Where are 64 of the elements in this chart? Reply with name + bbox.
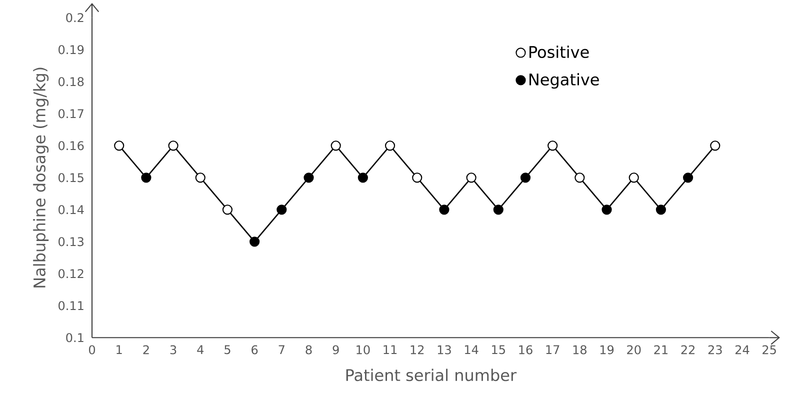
x-tick-label: 13 [438, 345, 451, 354]
point [358, 172, 368, 183]
x-tick-label: 9 [332, 345, 339, 354]
point [710, 140, 720, 151]
point [412, 172, 422, 183]
x-tick-label: 1 [116, 345, 122, 354]
y-tick-label: 0.13 [58, 237, 84, 246]
point [114, 140, 124, 151]
x-tick-label: 16 [519, 345, 532, 354]
y-tick-label: 0.1 [66, 333, 84, 342]
x-tick-label: 18 [573, 345, 586, 354]
y-tick-label: 0.14 [58, 205, 84, 214]
point [439, 204, 450, 215]
x-tick-label: 14 [464, 345, 478, 354]
x-tick-label: 4 [197, 345, 204, 354]
legend-label: Positive [530, 46, 589, 58]
y-tick-label: 0.19 [58, 45, 84, 54]
y-tick-label: 0.18 [58, 77, 84, 86]
x-tick-label: 20 [627, 345, 641, 354]
y-axis-title: Nalbuphine dosage (mg/kg) [33, 68, 49, 288]
point [602, 204, 612, 215]
point [141, 172, 152, 183]
x-tick-label: 23 [708, 345, 722, 354]
x-tick-label: 19 [600, 345, 614, 354]
x-tick-label: 6 [252, 345, 258, 354]
point [574, 172, 585, 183]
x-axis-title: Patient serial number [346, 368, 517, 382]
x-tick-label: 25 [762, 345, 776, 354]
point [222, 204, 233, 215]
point [682, 172, 694, 183]
x-tick-label: 15 [492, 345, 505, 354]
point [548, 140, 558, 151]
x-tick-label: 12 [410, 345, 424, 354]
y-tick-label: 0.16 [58, 141, 84, 150]
x-tick-label: 17 [546, 345, 560, 354]
y-tick-label: 0.15 [58, 173, 84, 182]
point [330, 140, 341, 151]
point [276, 204, 287, 215]
x-tick-label: 10 [356, 345, 370, 354]
point [493, 204, 504, 215]
y-tick-label: 0.11 [58, 301, 84, 310]
x-tick-label: 22 [681, 345, 694, 354]
x-tick-label: 5 [224, 345, 230, 354]
x-tick-label: 2 [143, 345, 149, 354]
y-tick-label: 0.2 [66, 13, 84, 22]
x-tick-label: 11 [384, 345, 397, 354]
point [656, 204, 666, 215]
legend-label: Negative [530, 73, 599, 89]
point [304, 172, 314, 183]
x-tick-label: 24 [735, 345, 750, 354]
point [195, 172, 206, 183]
point [466, 172, 476, 183]
point [168, 140, 178, 151]
point [628, 172, 639, 183]
x-tick-label: 3 [170, 345, 176, 354]
x-tick-label: 21 [654, 345, 668, 354]
y-tick-label: 0.17 [58, 109, 84, 118]
point [520, 172, 531, 183]
x-tick-label: 7 [278, 345, 284, 354]
point [249, 236, 260, 247]
x-tick-label: 0 [88, 345, 96, 354]
y-tick-label: 0.12 [58, 269, 84, 278]
point [384, 140, 396, 151]
x-tick-label: 8 [306, 345, 312, 354]
